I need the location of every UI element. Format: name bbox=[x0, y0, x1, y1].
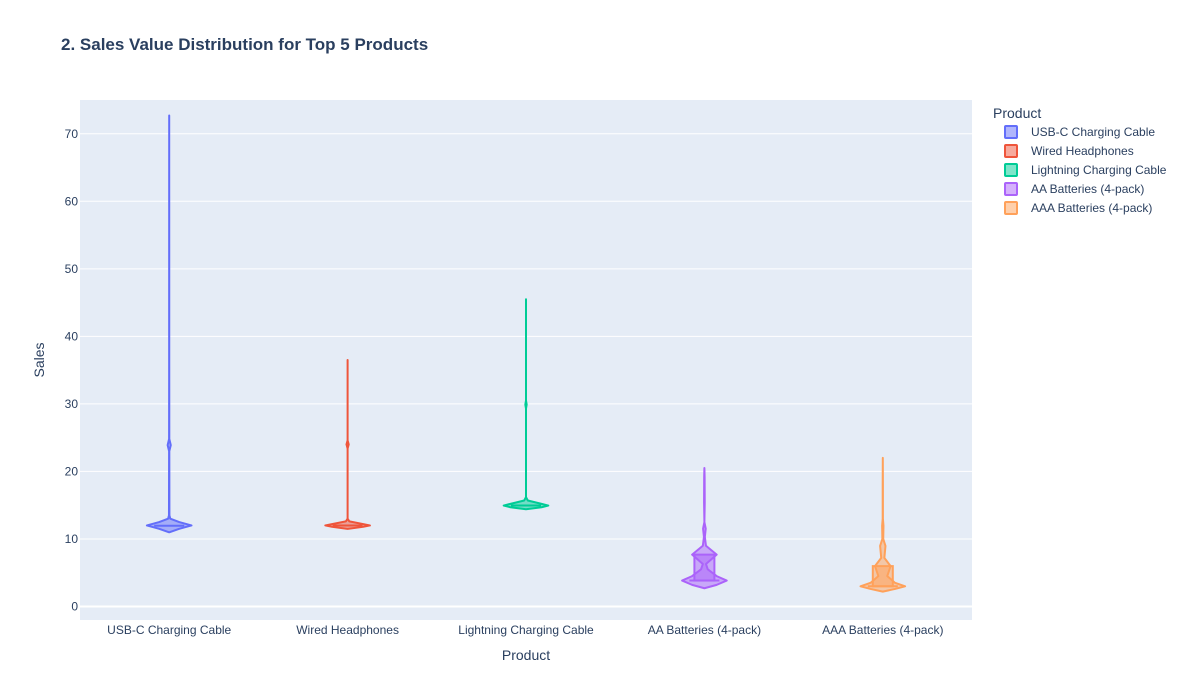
legend-title: Product bbox=[993, 105, 1041, 121]
violin-3 bbox=[681, 467, 728, 590]
violin-box bbox=[871, 565, 894, 588]
x-tick-label: Lightning Charging Cable bbox=[458, 623, 594, 637]
legend-label: Wired Headphones bbox=[1031, 144, 1134, 158]
legend-label: AAA Batteries (4-pack) bbox=[1031, 201, 1152, 215]
legend-item: Lightning Charging Cable bbox=[1004, 163, 1167, 177]
legend-swatch bbox=[1004, 163, 1018, 177]
x-axis-ticks: USB-C Charging Cable Wired Headphones Ligh… bbox=[107, 623, 943, 637]
y-tick-label: 0 bbox=[71, 599, 78, 613]
y-tick-label: 10 bbox=[65, 532, 79, 546]
y-tick-label: 20 bbox=[65, 464, 79, 478]
legend-item: Wired Headphones bbox=[1004, 144, 1134, 158]
violin-shape bbox=[145, 114, 193, 534]
y-tick-label: 70 bbox=[65, 127, 79, 141]
legend-items: USB-C Charging Cable Wired Headphones Ligh… bbox=[1004, 125, 1167, 215]
violin-traces bbox=[145, 114, 907, 593]
chart-title: 2. Sales Value Distribution for Top 5 Pr… bbox=[61, 35, 428, 54]
y-tick-label: 30 bbox=[65, 397, 79, 411]
legend-item: USB-C Charging Cable bbox=[1004, 125, 1155, 139]
violin-1 bbox=[324, 359, 371, 530]
y-tick-label: 40 bbox=[65, 329, 79, 343]
x-tick-label: USB-C Charging Cable bbox=[107, 623, 231, 637]
legend: Product USB-C Charging Cable Wired Headph… bbox=[993, 105, 1167, 215]
y-tick-label: 50 bbox=[65, 262, 79, 276]
violin-4 bbox=[859, 456, 907, 593]
x-tick-label: AAA Batteries (4-pack) bbox=[822, 623, 943, 637]
violin-box bbox=[693, 553, 716, 582]
legend-swatch bbox=[1004, 182, 1018, 196]
x-axis-title: Product bbox=[502, 647, 550, 663]
legend-swatch bbox=[1004, 144, 1018, 158]
violin-shape bbox=[502, 298, 550, 511]
y-axis-ticks: 0 10 20 30 40 50 60 70 bbox=[65, 127, 79, 614]
legend-label: USB-C Charging Cable bbox=[1031, 125, 1155, 139]
violin-0 bbox=[145, 114, 193, 534]
y-gridlines bbox=[80, 133, 972, 608]
y-tick-label: 60 bbox=[65, 194, 79, 208]
violin-2 bbox=[502, 298, 550, 511]
y-axis-title: Sales bbox=[31, 342, 47, 377]
legend-swatch bbox=[1004, 125, 1018, 139]
legend-swatch bbox=[1004, 201, 1018, 215]
x-tick-label: Wired Headphones bbox=[296, 623, 399, 637]
violin-shape bbox=[324, 359, 371, 530]
legend-item: AAA Batteries (4-pack) bbox=[1004, 201, 1152, 215]
legend-label: AA Batteries (4-pack) bbox=[1031, 182, 1144, 196]
legend-item: AA Batteries (4-pack) bbox=[1004, 182, 1144, 196]
x-tick-label: AA Batteries (4-pack) bbox=[648, 623, 761, 637]
legend-label: Lightning Charging Cable bbox=[1031, 163, 1167, 177]
